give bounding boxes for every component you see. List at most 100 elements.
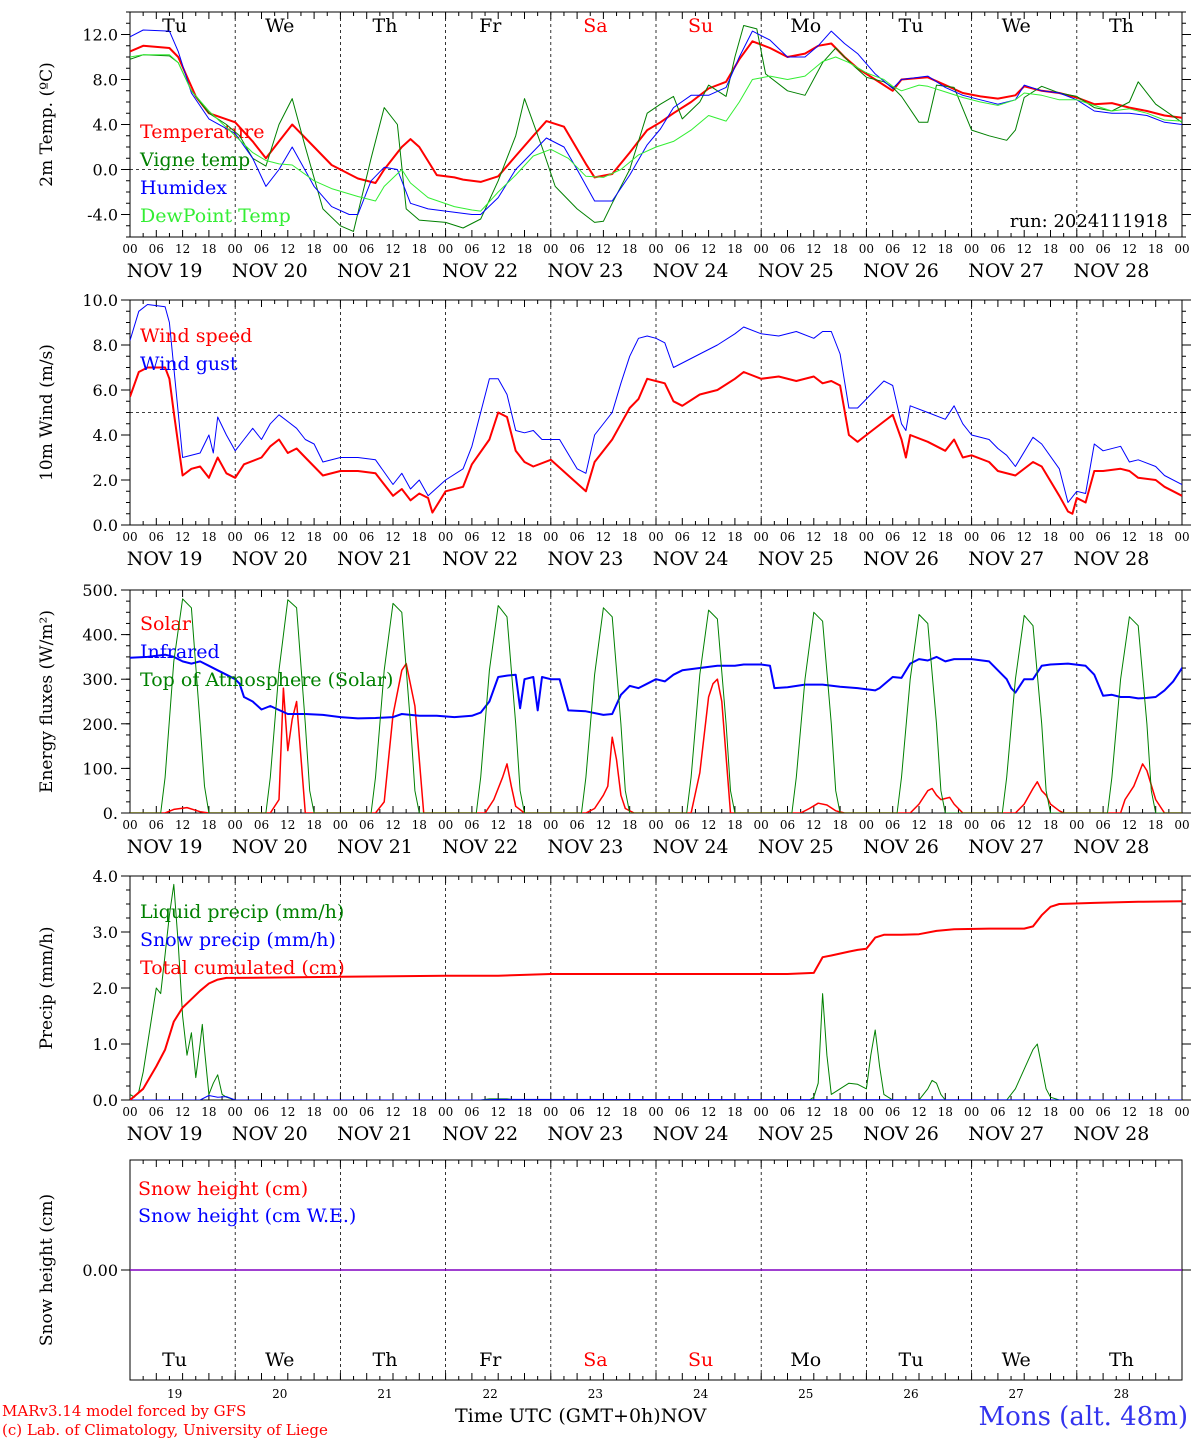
hour-label: 12	[1122, 242, 1137, 256]
day-label: NOV 23	[547, 1123, 623, 1145]
legend-entry: Top of Atmosphere (Solar)	[140, 669, 393, 691]
hour-label: 18	[517, 242, 532, 256]
y-axis-label: 10m Wind (m/s)	[37, 344, 57, 481]
hour-label: 00	[438, 818, 453, 832]
hour-label: 06	[149, 818, 164, 832]
y-tick-label: 200.	[82, 715, 118, 734]
panel-wind: 0.0 2.0 4.0 6.0 8.0 10.0 10m Wind (m/s) 00 06 12 1…	[37, 291, 1191, 570]
legend-entry: Snow height (cm W.E.)	[138, 1205, 356, 1227]
hour-label: 00	[754, 818, 769, 832]
panel-precip: 0.0 1.0 2.0 3.0 4.0 Precip (mm/h) 00 06 12 18 NOV …	[37, 867, 1191, 1145]
hour-label: 18	[1043, 242, 1058, 256]
hour-label: 18	[727, 242, 742, 256]
hour-label: 18	[306, 242, 321, 256]
station-name: Mons (alt. 48m)	[978, 1402, 1188, 1432]
day-label: NOV 22	[442, 836, 518, 858]
hour-label: 00	[543, 1105, 558, 1119]
y-tick-label: 400.	[82, 626, 118, 645]
hour-label: 18	[1043, 530, 1058, 544]
hour-label: 12	[701, 242, 716, 256]
day-label: NOV 21	[337, 836, 413, 858]
hour-label: 18	[517, 818, 532, 832]
y-tick-label: 2.0	[93, 979, 118, 998]
hour-label: 18	[622, 530, 637, 544]
hour-label: 18	[1148, 242, 1163, 256]
hour-label: 00	[333, 818, 348, 832]
y-tick-label: 1.0	[93, 1035, 118, 1054]
hour-label: 00	[543, 530, 558, 544]
model-credit: MARv3.14 model forced by GFS	[2, 1402, 247, 1420]
y-tick-label: -4.0	[87, 206, 118, 225]
hour-label: 18	[832, 530, 847, 544]
panel-temp: -4.0 0.0 4.0 8.0 12.0 2m Temp. (ºC) 00 06 12 18 NO…	[37, 11, 1191, 282]
series-line-vigne-temp	[130, 25, 1182, 232]
hour-label: 18	[832, 1105, 847, 1119]
weekday-label: Fr	[479, 15, 502, 37]
hour-label: 18	[201, 242, 216, 256]
y-tick-label: 500.	[82, 581, 118, 600]
hour-label: 18	[622, 818, 637, 832]
hour-label: 06	[1095, 242, 1110, 256]
hour-label: 00	[1174, 530, 1189, 544]
series-line-wind-gust	[130, 304, 1182, 503]
hour-label: 00	[859, 242, 874, 256]
hour-label: 12	[806, 1105, 821, 1119]
hour-label: 18	[1148, 1105, 1163, 1119]
day-label: NOV 24	[653, 1123, 729, 1145]
hour-label: 18	[412, 242, 427, 256]
hour-label: 06	[990, 1105, 1005, 1119]
hour-label: 18	[938, 1105, 953, 1119]
hour-label: 06	[254, 242, 269, 256]
hour-label: 06	[149, 530, 164, 544]
weekday-label: Mo	[790, 1349, 821, 1371]
day-number-label: 22	[483, 1387, 498, 1401]
hour-label: 12	[175, 818, 190, 832]
hour-label: 06	[569, 242, 584, 256]
panel-energy: 0. 100. 200. 300. 400. 500. Energy fluxes (W/m…	[37, 581, 1191, 858]
hour-label: 00	[859, 1105, 874, 1119]
day-label: NOV 20	[232, 836, 308, 858]
weekday-label: Sa	[583, 15, 607, 37]
hour-label: 00	[648, 1105, 663, 1119]
day-number-label: 20	[272, 1387, 287, 1401]
day-label: NOV 24	[653, 260, 729, 282]
y-tick-label: 100.	[82, 759, 118, 778]
weekday-label: We	[265, 1349, 294, 1371]
day-number-label: 21	[377, 1387, 392, 1401]
y-axis-label: Energy fluxes (W/m²)	[37, 610, 57, 793]
hour-label: 06	[885, 530, 900, 544]
day-label: NOV 23	[547, 260, 623, 282]
hour-label: 18	[201, 530, 216, 544]
hour-label: 06	[990, 818, 1005, 832]
hour-label: 12	[280, 530, 295, 544]
hour-label: 18	[832, 818, 847, 832]
hour-label: 06	[675, 1105, 690, 1119]
legend-entry: Total cumulated (cm)	[140, 957, 345, 979]
series-line-infrared	[130, 653, 1182, 720]
series-line-wind-speed	[130, 366, 1182, 515]
hour-label: 12	[1017, 530, 1032, 544]
day-label: NOV 23	[547, 548, 623, 570]
weekday-label: Tu	[162, 1349, 187, 1371]
hour-label: 00	[543, 818, 558, 832]
series-line-liquid-precip-mm-h-	[130, 883, 1182, 1100]
day-label: NOV 27	[968, 548, 1044, 570]
hour-label: 00	[648, 530, 663, 544]
hour-label: 12	[280, 242, 295, 256]
hour-label: 06	[359, 1105, 374, 1119]
day-number-label: 24	[693, 1387, 709, 1401]
hour-label: 18	[306, 818, 321, 832]
lab-credit: (c) Lab. of Climatology, University of L…	[2, 1421, 328, 1439]
hour-label: 12	[596, 818, 611, 832]
day-label: NOV 20	[232, 548, 308, 570]
hour-label: 00	[228, 818, 243, 832]
y-tick-label: 4.0	[93, 867, 118, 886]
day-label: NOV 23	[547, 836, 623, 858]
day-label: NOV 28	[1073, 548, 1149, 570]
hour-label: 00	[122, 1105, 137, 1119]
run-annotation: run: 2024111918	[1010, 211, 1168, 232]
hour-label: 00	[964, 818, 979, 832]
hour-label: 06	[149, 1105, 164, 1119]
weekday-label: Sa	[583, 1349, 607, 1371]
hour-label: 06	[885, 242, 900, 256]
